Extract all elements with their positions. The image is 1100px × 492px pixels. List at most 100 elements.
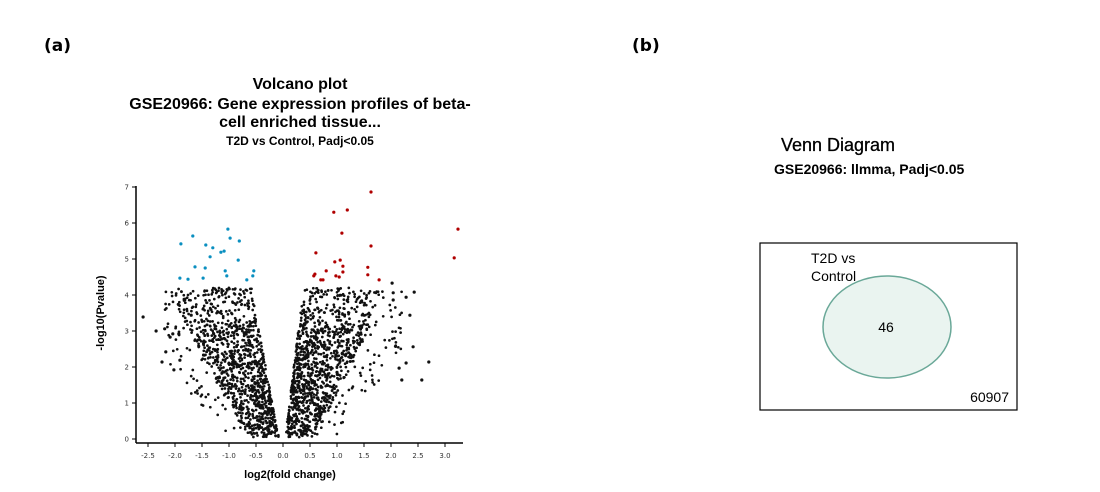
point-not-significant (191, 289, 195, 293)
point-not-significant (394, 330, 397, 333)
point-not-significant (226, 313, 230, 316)
point-up-regulated (366, 273, 370, 277)
point-not-significant (394, 344, 398, 347)
point-not-significant (368, 362, 372, 366)
point-not-significant (213, 398, 217, 402)
point-not-significant (347, 346, 351, 350)
point-not-significant (317, 352, 320, 356)
point-not-significant (225, 352, 228, 356)
point-not-significant (363, 301, 366, 305)
point-not-significant (266, 416, 270, 420)
point-not-significant (241, 377, 245, 381)
point-not-significant (317, 373, 321, 377)
point-not-significant (174, 294, 178, 297)
point-not-significant (264, 380, 268, 384)
point-not-significant (334, 354, 337, 357)
point-not-significant (298, 335, 301, 338)
venn-title: Venn Diagram (780, 135, 896, 155)
point-not-significant (328, 375, 332, 379)
point-not-significant (250, 424, 254, 428)
point-not-significant (246, 361, 250, 365)
point-not-significant (311, 431, 314, 434)
point-not-significant (219, 384, 222, 388)
point-not-significant (229, 334, 233, 338)
point-not-significant (399, 331, 402, 334)
point-not-significant (310, 350, 313, 354)
point-not-significant (306, 374, 310, 377)
point-not (154, 329, 158, 333)
point-not-significant (306, 335, 310, 338)
point-not-significant (235, 401, 238, 404)
point-not-significant (235, 406, 238, 410)
point-not-significant (233, 287, 237, 290)
point-not-significant (354, 300, 358, 304)
point-not-significant (297, 408, 301, 412)
point-not-significant (336, 297, 340, 301)
point-not-significant (318, 409, 321, 413)
point-not-significant (309, 290, 312, 294)
point-not-significant (308, 299, 312, 302)
x-tick-label: -2.5 (141, 452, 155, 460)
point-not-significant (338, 401, 341, 405)
point-not-significant (261, 391, 265, 395)
point-not-significant (333, 332, 337, 336)
point-not-significant (321, 373, 324, 377)
point-not-significant (295, 342, 299, 346)
point-not-significant (267, 389, 271, 392)
point-not-significant (331, 398, 334, 401)
point-not-significant (218, 368, 222, 372)
point-up-regulated (334, 274, 338, 278)
point-not-significant (258, 334, 262, 338)
point-not-significant (226, 382, 230, 385)
point-not-significant (199, 339, 203, 343)
point-not-significant (257, 427, 261, 431)
point-down-regulated (245, 278, 249, 282)
point-not-significant (224, 429, 227, 433)
point-not-significant (236, 333, 240, 337)
point-not-significant (249, 328, 253, 332)
point-not-significant (236, 340, 239, 343)
point-not-significant (372, 361, 376, 365)
point-not-significant (287, 405, 291, 409)
point-not-significant (313, 321, 316, 325)
point-not-significant (232, 365, 236, 368)
point-not-significant (248, 352, 252, 355)
point-not-significant (311, 387, 314, 391)
point-not-significant (366, 349, 370, 352)
point-not-significant (239, 367, 243, 371)
point-not-significant (211, 305, 215, 309)
point-not-significant (221, 316, 225, 320)
point-not-significant (216, 396, 220, 399)
point-not-significant (301, 331, 305, 335)
point-not-significant (211, 290, 214, 294)
point-not-significant (201, 357, 205, 361)
point-not-significant (338, 327, 341, 331)
point-not-significant (218, 333, 221, 337)
point-not-significant (319, 413, 323, 416)
point-not-significant (242, 421, 246, 425)
point-not-significant (250, 343, 254, 347)
point-not-significant (215, 290, 219, 294)
point-not-significant (265, 377, 268, 381)
point-not-significant (246, 324, 250, 328)
point-not-significant (322, 293, 326, 296)
point-not-significant (239, 345, 243, 349)
point-not-significant (292, 377, 296, 381)
point-not-significant (346, 295, 350, 299)
point-not-significant (381, 290, 384, 293)
point-not-significant (345, 343, 349, 347)
point-not-significant (305, 326, 308, 330)
point-not-significant (189, 320, 192, 324)
point-not-significant (180, 290, 183, 293)
point-not-significant (300, 431, 303, 435)
point-not-significant (338, 344, 342, 348)
x-axis-label: log2(fold change) (244, 469, 336, 481)
point-not-significant (304, 316, 308, 319)
point-not-significant (323, 391, 327, 395)
point-not-significant (291, 379, 295, 383)
point-down-regulated (208, 255, 212, 259)
point-not-significant (235, 379, 239, 383)
venn-universe-box (759, 242, 1018, 411)
point-down-regulated (223, 269, 227, 273)
point-not-significant (324, 306, 328, 310)
